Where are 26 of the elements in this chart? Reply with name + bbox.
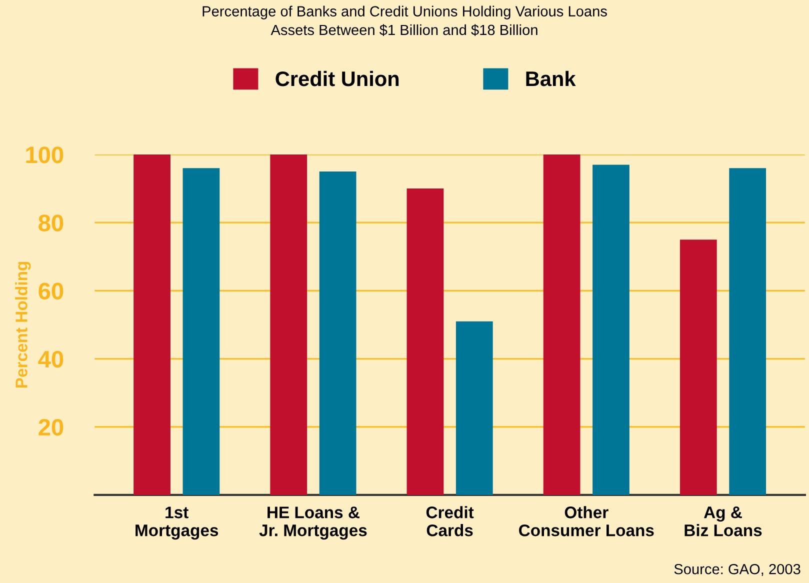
bar bbox=[406, 188, 444, 495]
y-tick-label: 20 bbox=[38, 418, 64, 436]
y-tick-label: 40 bbox=[38, 350, 64, 368]
y-tick-label: 100 bbox=[26, 146, 64, 164]
bar bbox=[680, 240, 717, 495]
legend-label: Bank bbox=[526, 70, 576, 86]
y-tick-label: 60 bbox=[38, 282, 64, 300]
chart-subtitle: Assets Between $1 Billion and $18 Billion bbox=[270, 24, 538, 36]
chart-title: Percentage of Banks and Credit Unions Holding Various Loans bbox=[202, 6, 607, 20]
x-tick-label: 1st Mortgages bbox=[136, 506, 218, 540]
bar bbox=[543, 154, 580, 495]
x-tick-label: Other Consumer Loans bbox=[519, 506, 654, 536]
bar bbox=[134, 154, 170, 495]
bar bbox=[319, 172, 356, 495]
bar bbox=[729, 168, 766, 495]
x-tick-label: Credit Cards bbox=[426, 506, 474, 536]
bar bbox=[182, 168, 220, 495]
bar bbox=[456, 321, 493, 495]
legend-label: Credit Union bbox=[276, 70, 399, 86]
y-axis-title: Percent Holding bbox=[15, 262, 31, 388]
x-tick-label: HE Loans & Jr. Mortgages bbox=[259, 506, 367, 540]
bar bbox=[270, 154, 308, 495]
y-tick-label: 80 bbox=[38, 214, 64, 232]
source-note: Source: GAO, 2003 bbox=[674, 564, 800, 576]
x-tick-label: Ag & Biz Loans bbox=[684, 506, 762, 536]
bar bbox=[592, 164, 630, 495]
